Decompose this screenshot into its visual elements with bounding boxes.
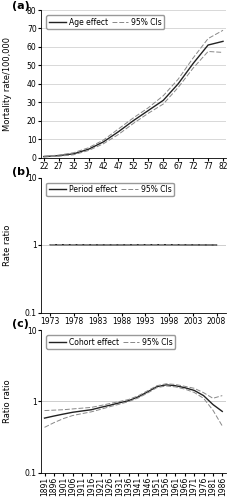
95% CIs	[192, 65, 195, 71]
95% CIs	[144, 242, 147, 248]
95% CIs	[165, 383, 168, 389]
95% CIs	[90, 409, 93, 415]
Cohort effect	[71, 410, 74, 416]
Age effect	[42, 154, 45, 160]
95% CIs	[120, 242, 123, 248]
Age effect	[162, 98, 165, 103]
Text: (b): (b)	[12, 166, 30, 176]
Cohort effect	[52, 413, 55, 419]
95% CIs	[49, 242, 52, 248]
95% CIs	[109, 404, 111, 409]
Age effect	[132, 118, 135, 124]
95% CIs	[81, 410, 83, 416]
Cohort effect	[165, 382, 168, 388]
95% CIs	[147, 110, 150, 116]
95% CIs	[87, 148, 90, 154]
95% CIs	[127, 398, 130, 404]
Cohort effect	[193, 388, 195, 394]
Cohort effect	[174, 383, 177, 389]
Cohort effect	[202, 392, 205, 398]
95% CIs	[168, 242, 170, 248]
95% CIs	[43, 424, 46, 430]
Cohort effect	[99, 404, 102, 410]
95% CIs	[215, 242, 218, 248]
95% CIs	[72, 152, 75, 158]
95% CIs	[202, 396, 205, 402]
Age effect	[87, 146, 90, 152]
Cohort effect	[81, 408, 83, 414]
Period effect	[49, 242, 52, 248]
Period effect	[191, 242, 194, 248]
Period effect	[168, 242, 170, 248]
Line: Age effect: Age effect	[44, 42, 223, 156]
Age effect	[192, 60, 195, 66]
Text: (c): (c)	[12, 318, 29, 328]
Cohort effect	[221, 408, 224, 414]
95% CIs	[207, 48, 209, 54]
95% CIs	[62, 416, 65, 422]
95% CIs	[99, 406, 102, 412]
Cohort effect	[118, 400, 121, 406]
Cohort effect	[212, 402, 214, 407]
Age effect	[222, 38, 224, 44]
Line: Cohort effect: Cohort effect	[45, 385, 222, 418]
95% CIs	[137, 395, 140, 401]
95% CIs	[71, 412, 74, 418]
Age effect	[207, 42, 209, 48]
95% CIs	[42, 154, 45, 160]
Cohort effect	[109, 402, 111, 408]
Period effect	[215, 242, 218, 248]
Line: 95% CIs: 95% CIs	[45, 386, 222, 428]
Cohort effect	[43, 415, 46, 421]
Age effect	[177, 80, 180, 87]
95% CIs	[191, 242, 194, 248]
95% CIs	[177, 84, 180, 90]
Cohort effect	[127, 398, 130, 404]
Cohort effect	[155, 384, 158, 390]
95% CIs	[117, 132, 120, 138]
95% CIs	[146, 390, 149, 396]
Age effect	[72, 151, 75, 157]
95% CIs	[57, 153, 60, 159]
95% CIs	[73, 242, 75, 248]
95% CIs	[212, 407, 214, 413]
Period effect	[96, 242, 99, 248]
95% CIs	[193, 390, 195, 396]
Cohort effect	[62, 411, 65, 417]
Legend: Period effect, 95% CIs: Period effect, 95% CIs	[46, 182, 174, 196]
95% CIs	[118, 401, 121, 407]
Cohort effect	[90, 406, 93, 412]
Legend: Age effect, 95% CIs: Age effect, 95% CIs	[46, 16, 164, 29]
Period effect	[73, 242, 75, 248]
Text: (a): (a)	[12, 1, 30, 11]
95% CIs	[221, 423, 224, 429]
95% CIs	[155, 384, 158, 390]
95% CIs	[183, 386, 186, 392]
Legend: Cohort effect, 95% CIs: Cohort effect, 95% CIs	[46, 335, 175, 349]
Cohort effect	[183, 384, 186, 390]
95% CIs	[132, 120, 135, 126]
Cohort effect	[137, 394, 140, 400]
95% CIs	[102, 140, 105, 146]
95% CIs	[52, 420, 55, 426]
Cohort effect	[146, 389, 149, 395]
Age effect	[57, 152, 60, 158]
95% CIs	[96, 242, 99, 248]
95% CIs	[162, 101, 165, 107]
95% CIs	[174, 384, 177, 390]
Y-axis label: Rate ratio: Rate ratio	[3, 224, 12, 266]
Line: 95% CIs: 95% CIs	[44, 52, 223, 157]
Y-axis label: Mortality rate/100,000: Mortality rate/100,000	[3, 37, 12, 130]
Y-axis label: Ratio ratio: Ratio ratio	[3, 380, 12, 423]
Age effect	[147, 108, 150, 114]
Period effect	[120, 242, 123, 248]
Age effect	[102, 139, 105, 145]
95% CIs	[222, 50, 224, 56]
Age effect	[117, 128, 120, 134]
Period effect	[144, 242, 147, 248]
